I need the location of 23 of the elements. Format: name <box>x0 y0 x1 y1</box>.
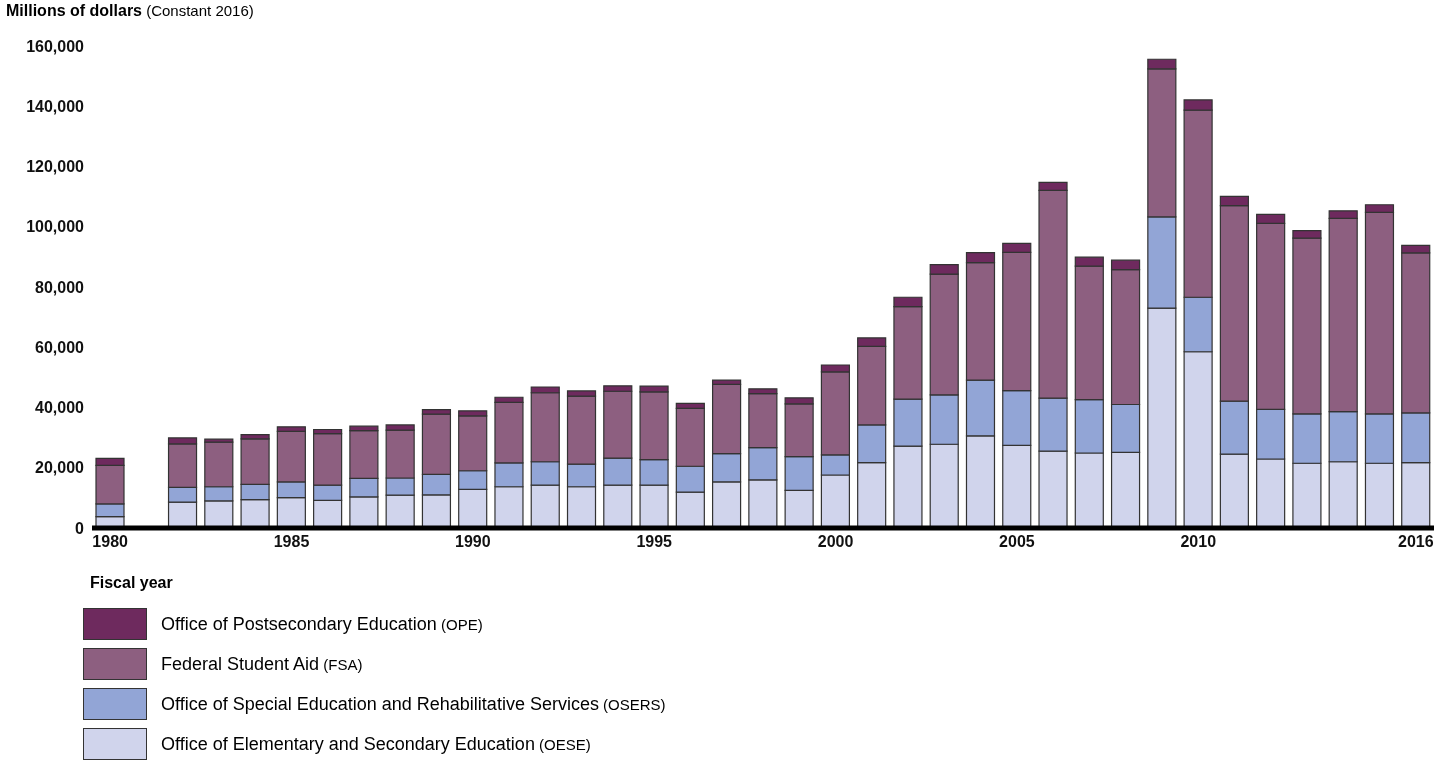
y-axis-title: Millions of dollars (Constant 2016) <box>6 2 254 19</box>
y-tick-label: 140,000 <box>26 97 85 115</box>
x-tick-label: 2000 <box>817 533 854 551</box>
legend-label: Office of Elementary and Secondary Education (OESE) <box>161 733 591 755</box>
y-tick-label: 60,000 <box>35 338 85 356</box>
y-tick-label: 80,000 <box>35 278 85 296</box>
y-tick-label: 160,000 <box>26 37 85 55</box>
x-tick-label: 2005 <box>999 533 1035 551</box>
x-axis-title: Fiscal year <box>90 574 174 592</box>
x-tick-label: 2010 <box>1180 533 1217 551</box>
legend-label: Federal Student Aid (FSA) <box>161 653 363 675</box>
y-tick-label: 100,000 <box>26 218 85 236</box>
legend-label: Office of Postsecondary Education (OPE) <box>161 613 483 635</box>
x-tick-label: 2016 <box>1398 533 1434 551</box>
x-tick-label: 1995 <box>636 533 673 551</box>
y-tick-label: 0 <box>75 519 85 537</box>
x-tick-label: 1980 <box>92 533 129 551</box>
x-tick-label: 1990 <box>455 533 491 551</box>
x-tick-label: 1985 <box>273 533 310 551</box>
y-tick-label: 20,000 <box>35 459 85 477</box>
y-tick-label: 40,000 <box>35 399 85 417</box>
y-tick-label: 120,000 <box>26 158 85 176</box>
legend-label: Office of Special Education and Rehabilitative Services (OSERS) <box>161 693 666 715</box>
